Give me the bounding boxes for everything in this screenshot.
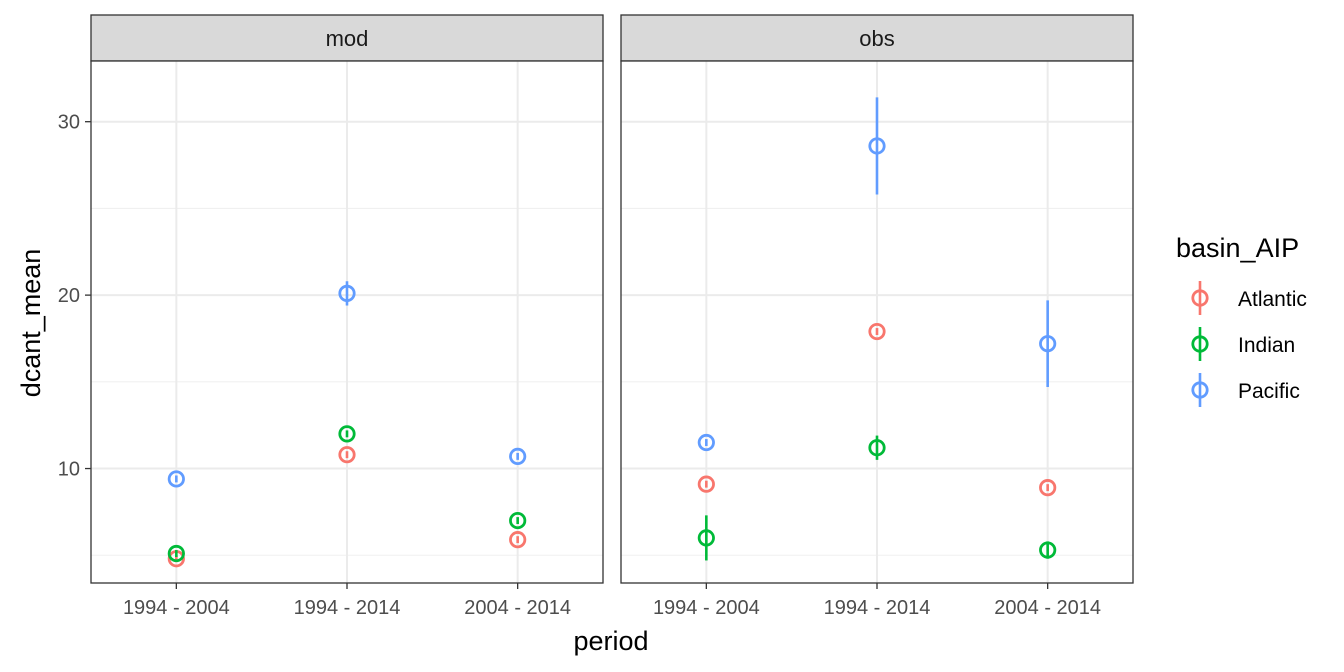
x-tick-label: 1994 - 2004: [653, 597, 760, 619]
y-axis-title: dcant_mean: [16, 249, 46, 398]
point-atlantic: [509, 531, 527, 549]
point-pacific: [167, 470, 185, 488]
point-indian: [167, 544, 185, 563]
y-axis: 10 20 30: [58, 112, 91, 481]
y-tick-label: 10: [58, 459, 80, 481]
facet-panel-obs: obs 1994 - 2004 1994 - 2014 2004 - 2014: [620, 14, 1134, 619]
point-indian: [868, 439, 886, 457]
point-atlantic: [1039, 479, 1057, 497]
x-tick-label: 1994 - 2014: [294, 597, 401, 619]
point-pacific: [338, 284, 356, 302]
facet-strip: [90, 14, 604, 62]
legend-key-point: [1191, 289, 1209, 307]
legend-label: Indian: [1238, 334, 1295, 357]
legend-entry-pacific: Pacific: [1191, 373, 1300, 407]
x-tick-label: 2004 - 2014: [464, 597, 571, 619]
x-tick-label: 2004 - 2014: [994, 597, 1101, 619]
point-pacific: [509, 447, 527, 466]
point-atlantic: [697, 475, 715, 493]
facet-panel-mod: mod 1994 - 2004 1994 - 2014 2004 - 2014: [90, 14, 604, 619]
x-tick-label: 1994 - 2004: [123, 597, 230, 619]
point-indian: [1039, 541, 1057, 559]
point-indian: [697, 529, 715, 547]
facet-strip-label: mod: [326, 26, 369, 51]
legend-label: Pacific: [1238, 380, 1300, 403]
point-indian: [338, 425, 356, 443]
point-pacific: [697, 433, 715, 452]
legend-label: Atlantic: [1238, 288, 1307, 311]
point-atlantic: [868, 322, 886, 341]
legend-title: basin_AIP: [1176, 233, 1299, 263]
y-tick-label: 20: [58, 285, 80, 307]
point-indian: [509, 511, 527, 530]
point-atlantic: [338, 446, 356, 464]
legend-key-point: [1191, 335, 1209, 353]
point-pacific: [1039, 335, 1057, 353]
facet-panels: mod 1994 - 2004 1994 - 2014 2004 - 2014 obs 1…: [90, 14, 1134, 619]
legend: basin_AIP Atlantic Indian Pacific: [1176, 233, 1307, 407]
y-tick-label: 30: [58, 112, 80, 134]
point-pacific: [868, 137, 886, 155]
x-axis-title: period: [573, 626, 648, 656]
legend-key-point: [1191, 381, 1209, 399]
legend-entry-atlantic: Atlantic: [1191, 281, 1307, 315]
legend-entry-indian: Indian: [1191, 327, 1295, 361]
facet-strip-label: obs: [859, 26, 894, 51]
x-tick-label: 1994 - 2014: [824, 597, 931, 619]
